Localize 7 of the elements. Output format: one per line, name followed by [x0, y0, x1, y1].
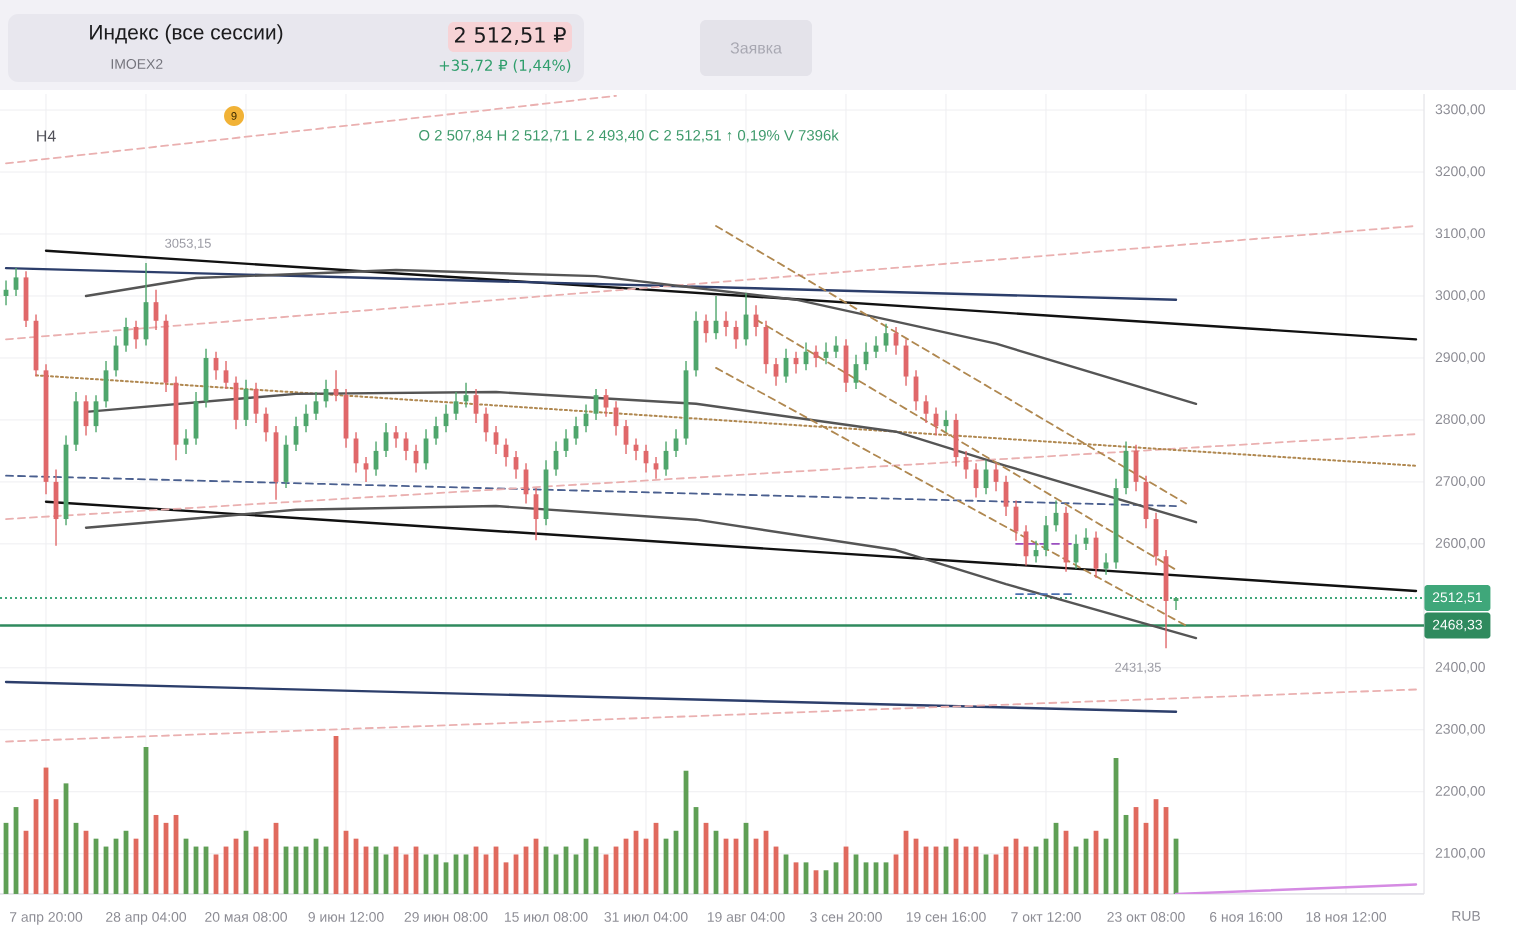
line-series: [84, 504, 1198, 640]
candlestick: [393, 425, 399, 449]
line-series: [84, 268, 1198, 406]
chart-title: Индекс (все сессии): [90, 24, 283, 44]
candlestick: [1103, 552, 1109, 576]
text: 2 512,51 ₽: [454, 27, 566, 45]
line-series: [84, 390, 1198, 524]
